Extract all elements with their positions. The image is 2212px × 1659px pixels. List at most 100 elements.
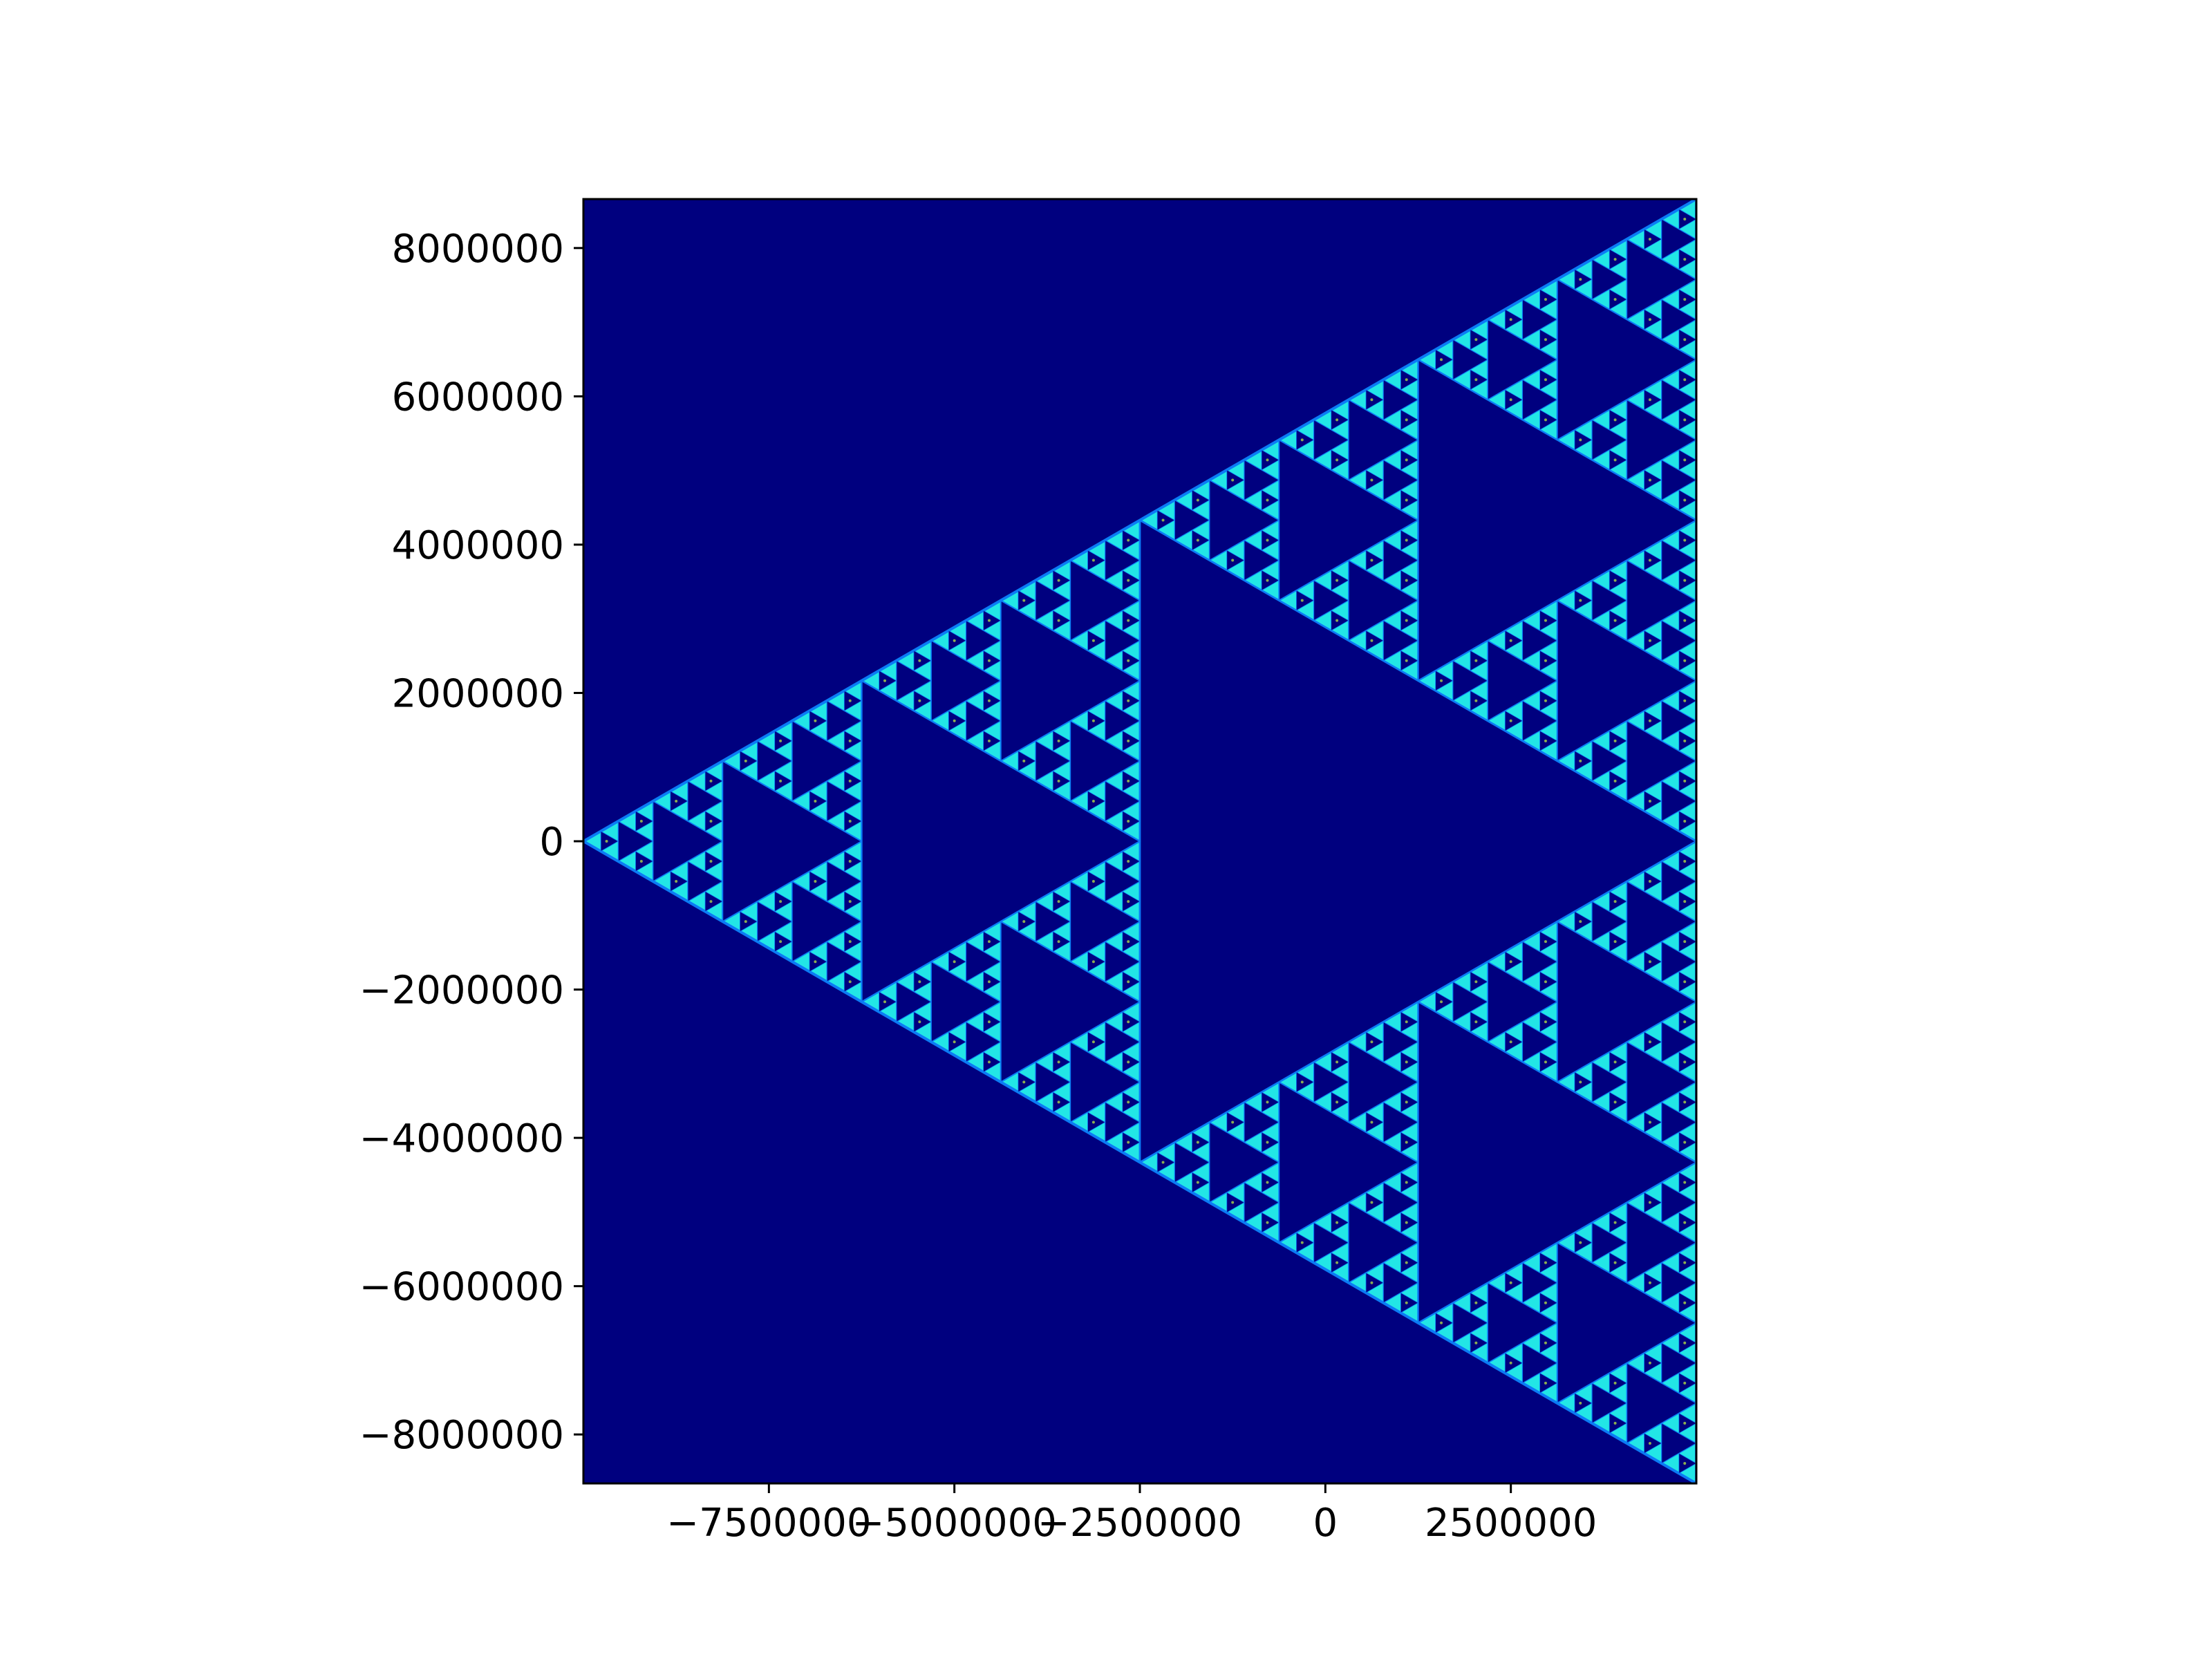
fractal-speckle xyxy=(848,739,852,742)
fractal-hole xyxy=(1539,1252,1558,1273)
fractal-speckle xyxy=(1683,218,1687,221)
fractal-hole xyxy=(1678,409,1696,431)
y-tick-label: 2000000 xyxy=(392,671,564,716)
fractal-speckle xyxy=(1683,579,1687,582)
fractal-hole xyxy=(1504,389,1523,411)
fractal-speckle xyxy=(1022,920,1026,924)
fractal-hole xyxy=(1609,730,1627,751)
fractal-speckle xyxy=(1335,579,1339,582)
fractal-hole xyxy=(1156,1152,1175,1173)
fractal-speckle xyxy=(1509,1040,1512,1044)
fractal-hole xyxy=(1678,1132,1696,1153)
fractal-hole xyxy=(1261,529,1280,551)
fractal-speckle xyxy=(1231,1121,1235,1124)
fractal-speckle xyxy=(1127,619,1130,622)
fractal-hole xyxy=(1400,650,1418,671)
fractal-speckle xyxy=(848,819,852,823)
fractal-speckle xyxy=(1196,538,1199,542)
fractal-hole xyxy=(1052,1051,1071,1073)
fractal-speckle xyxy=(918,980,921,984)
fractal-speckle xyxy=(1683,1181,1687,1184)
fractal-speckle xyxy=(1683,1020,1687,1024)
fractal-speckle xyxy=(1057,619,1060,622)
fractal-hole xyxy=(1192,1172,1210,1193)
fractal-speckle xyxy=(918,699,921,702)
fractal-speckle xyxy=(1683,819,1687,823)
fractal-speckle xyxy=(883,1000,887,1004)
fractal-speckle xyxy=(779,940,782,944)
fractal-speckle xyxy=(1683,1060,1687,1064)
fractal-speckle xyxy=(1091,1040,1095,1044)
fractal-hole xyxy=(1365,1272,1384,1293)
fractal-speckle xyxy=(1266,1141,1269,1144)
fractal-hole xyxy=(670,791,688,812)
fractal-speckle xyxy=(1683,498,1687,502)
fractal-speckle xyxy=(1509,1281,1512,1284)
fractal-hole xyxy=(1539,409,1558,431)
fractal-hole xyxy=(809,871,827,892)
fractal-speckle xyxy=(1127,659,1130,662)
fractal-speckle xyxy=(1683,619,1687,622)
fractal-hole xyxy=(1539,1051,1558,1073)
fractal-speckle xyxy=(1266,579,1269,582)
fractal-speckle xyxy=(1335,1100,1339,1104)
fractal-hole xyxy=(1644,229,1662,250)
fractal-hole xyxy=(704,891,723,912)
fractal-speckle xyxy=(1544,699,1547,702)
fractal-hole xyxy=(1678,730,1696,751)
fractal-hole xyxy=(983,971,1002,993)
fractal-speckle xyxy=(987,659,991,662)
fractal-hole xyxy=(1539,289,1558,310)
fractal-speckle xyxy=(744,759,747,762)
fractal-speckle xyxy=(1266,1100,1269,1104)
fractal-speckle xyxy=(1405,378,1408,382)
fractal-hole xyxy=(1678,690,1696,711)
fractal-speckle xyxy=(1127,538,1130,542)
fractal-hole xyxy=(1087,1112,1106,1133)
fractal-speckle xyxy=(987,940,991,944)
fractal-speckle xyxy=(987,739,991,742)
fractal-hole xyxy=(1087,1031,1106,1053)
fractal-speckle xyxy=(1648,398,1651,402)
fractal-hole xyxy=(1470,1011,1488,1033)
fractal-hole xyxy=(1365,1031,1384,1053)
fractal-speckle xyxy=(1509,639,1512,642)
fractal-hole xyxy=(1052,1091,1071,1113)
fractal-hole xyxy=(1539,690,1558,711)
fractal-hole xyxy=(1574,750,1593,771)
fractal-hole xyxy=(1122,1132,1141,1153)
fractal-speckle xyxy=(1091,719,1095,722)
fractal-hole xyxy=(1644,1031,1662,1053)
fractal-speckle xyxy=(1648,639,1651,642)
fractal-speckle xyxy=(1544,378,1547,382)
fractal-hole xyxy=(1400,449,1418,471)
fractal-speckle xyxy=(987,1060,991,1064)
fractal-speckle xyxy=(1405,538,1408,542)
fractal-speckle xyxy=(779,900,782,903)
fractal-hole xyxy=(1609,289,1627,310)
fractal-speckle xyxy=(1613,418,1617,422)
fractal-hole xyxy=(1331,1091,1349,1113)
fractal-speckle xyxy=(1022,599,1026,602)
fractal-hole xyxy=(1609,249,1627,270)
fractal-speckle xyxy=(814,880,817,883)
fractal-hole xyxy=(1087,791,1106,812)
fractal-speckle xyxy=(639,819,643,823)
fractal-speckle xyxy=(1613,1381,1617,1385)
fractal-speckle xyxy=(1474,338,1478,341)
fractal-speckle xyxy=(1091,960,1095,964)
fractal-hole xyxy=(1609,610,1627,631)
fractal-hole xyxy=(1678,891,1696,912)
fractal-hole xyxy=(1331,570,1349,591)
fractal-speckle xyxy=(1474,1301,1478,1304)
fractal-hole xyxy=(1504,630,1523,651)
fractal-hole xyxy=(774,931,793,953)
fractal-hole xyxy=(1226,469,1245,491)
fractal-speckle xyxy=(1509,318,1512,321)
fractal-speckle xyxy=(848,779,852,782)
fractal-speckle xyxy=(1683,378,1687,382)
fractal-hole xyxy=(1331,610,1349,631)
fractal-hole xyxy=(879,991,897,1013)
fractal-speckle xyxy=(1474,659,1478,662)
fractal-hole xyxy=(1122,1091,1141,1113)
